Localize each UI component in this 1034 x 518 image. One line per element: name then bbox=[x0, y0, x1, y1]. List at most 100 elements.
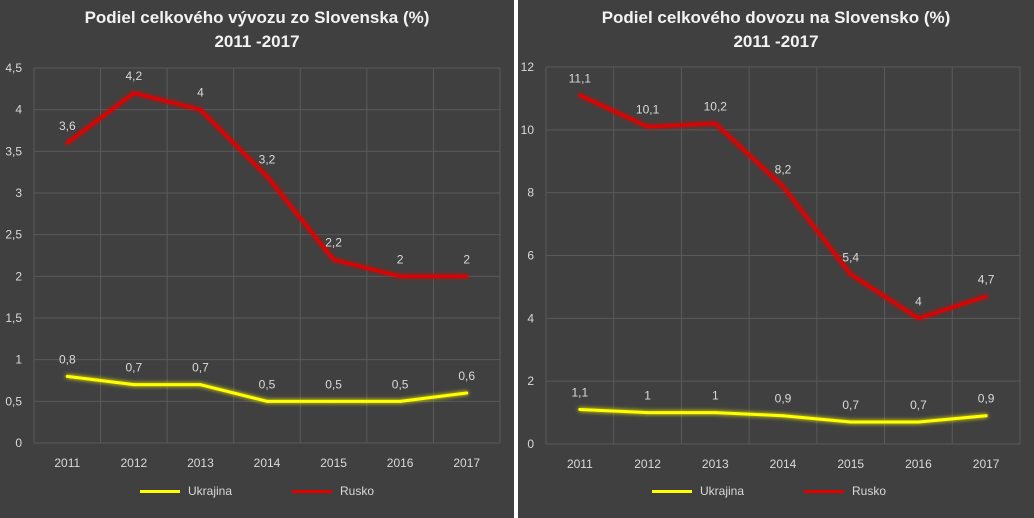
y-tick-label: 0 bbox=[527, 437, 534, 451]
import-chart-title-line: Podiel celkového dovozu na Slovensko (%) bbox=[601, 8, 951, 27]
export-chart-plot: 0 0,5 1 1,5 2 2,5 3 3,5 4 4,5 2011 2012 2013 2014 2015… bbox=[5, 61, 501, 470]
data-label-ukrajina: 1,1 bbox=[572, 385, 589, 399]
data-label-ukrajina: 0,7 bbox=[192, 361, 209, 375]
data-label-rusko: 2 bbox=[397, 252, 404, 266]
legend-item-rusko: Rusko bbox=[804, 484, 886, 498]
data-label-rusko: 8,2 bbox=[775, 162, 792, 176]
x-tick-label: 2012 bbox=[121, 456, 148, 470]
data-point-rusko bbox=[916, 316, 920, 320]
data-point-ukrajina bbox=[849, 420, 853, 424]
legend-item-ukrajina: Ukrajina bbox=[652, 484, 744, 498]
x-tick-label: 2016 bbox=[905, 457, 932, 471]
data-point-rusko bbox=[578, 93, 582, 97]
data-label-rusko: 2 bbox=[463, 252, 470, 266]
data-label-rusko: 11,1 bbox=[569, 71, 592, 85]
legend-label-ukrajina: Ukrajina bbox=[188, 484, 233, 498]
x-tick-label: 2017 bbox=[973, 457, 1000, 471]
x-tick-label: 2017 bbox=[453, 456, 480, 470]
import-chart-title: Podiel celkového dovozu na Slovensko (%)… bbox=[518, 0, 1034, 54]
y-tick-label: 6 bbox=[527, 249, 534, 263]
data-label-rusko: 10,1 bbox=[636, 103, 660, 117]
data-point-ukrajina bbox=[132, 383, 136, 387]
x-tick-label: 2013 bbox=[702, 457, 729, 471]
x-tick-label: 2014 bbox=[770, 457, 797, 471]
data-point-ukrajina bbox=[646, 411, 650, 415]
import-chart-plot: 0 2 4 6 8 10 12 2011 2012 2013 2014 2015 2016 2017 1,1… bbox=[521, 60, 1021, 471]
data-point-rusko bbox=[646, 125, 650, 129]
export-chart-title-line: Podiel celkového vývozu zo Slovenska (%) bbox=[84, 8, 430, 27]
export-chart-title: Podiel celkového vývozu zo Slovenska (%)… bbox=[0, 0, 514, 54]
data-point-ukrajina bbox=[332, 399, 336, 403]
data-label-ukrajina: 0,9 bbox=[775, 392, 792, 406]
data-point-rusko bbox=[332, 258, 336, 262]
data-label-rusko: 4 bbox=[915, 294, 922, 308]
y-tick-label: 2 bbox=[15, 269, 22, 283]
data-label-rusko: 5,4 bbox=[842, 250, 859, 264]
series-line-rusko bbox=[65, 91, 469, 278]
data-label-rusko: 3,2 bbox=[259, 152, 276, 166]
x-tick-label: 2014 bbox=[254, 456, 281, 470]
y-tick-label: 2,5 bbox=[5, 228, 22, 242]
y-tick-label: 12 bbox=[521, 60, 535, 74]
x-tick-label: 2011 bbox=[567, 457, 593, 471]
y-tick-label: 1,5 bbox=[5, 311, 22, 325]
y-tick-label: 0 bbox=[15, 436, 22, 450]
data-point-ukrajina bbox=[65, 374, 69, 378]
data-point-ukrajina bbox=[984, 414, 988, 418]
y-tick-label: 2 bbox=[527, 374, 534, 388]
y-tick-label: 0,5 bbox=[5, 394, 22, 408]
x-tick-label: 2015 bbox=[320, 456, 347, 470]
data-label-rusko: 4,2 bbox=[126, 69, 143, 83]
data-point-rusko bbox=[65, 141, 69, 145]
data-label-rusko: 3,6 bbox=[59, 119, 76, 133]
x-tick-label: 2011 bbox=[54, 456, 80, 470]
data-label-ukrajina: 0,9 bbox=[978, 392, 995, 406]
data-label-rusko: 10,2 bbox=[704, 100, 728, 114]
data-label-ukrajina: 1 bbox=[712, 389, 719, 403]
data-point-ukrajina bbox=[713, 411, 717, 415]
y-tick-label: 4,5 bbox=[5, 61, 22, 75]
x-tick-label: 2013 bbox=[187, 456, 214, 470]
data-point-rusko bbox=[132, 91, 136, 95]
data-label-ukrajina: 0,7 bbox=[910, 398, 927, 412]
data-label-ukrajina: 1 bbox=[644, 389, 651, 403]
data-point-rusko bbox=[398, 274, 402, 278]
series-line-rusko bbox=[578, 93, 988, 320]
legend-label-rusko: Rusko bbox=[340, 484, 375, 498]
legend-item-rusko: Rusko bbox=[292, 484, 374, 498]
legend-label-rusko: Rusko bbox=[852, 484, 887, 498]
data-point-ukrajina bbox=[465, 391, 469, 395]
data-label-rusko: 4,7 bbox=[978, 272, 995, 286]
data-point-rusko bbox=[781, 184, 785, 188]
data-label-rusko: 4 bbox=[197, 86, 204, 100]
data-label-rusko: 2,2 bbox=[325, 236, 342, 250]
data-label-ukrajina: 0,5 bbox=[325, 377, 342, 391]
data-label-ukrajina: 0,6 bbox=[458, 369, 475, 383]
y-tick-label: 10 bbox=[521, 123, 535, 137]
y-tick-label: 3,5 bbox=[5, 144, 22, 158]
data-point-ukrajina bbox=[265, 399, 269, 403]
data-point-ukrajina bbox=[916, 420, 920, 424]
export-chart-subtitle: 2011 -2017 bbox=[214, 32, 300, 51]
data-point-rusko bbox=[265, 174, 269, 178]
data-label-ukrajina: 0,5 bbox=[392, 377, 409, 391]
x-tick-label: 2015 bbox=[837, 457, 864, 471]
x-tick-label: 2016 bbox=[387, 456, 414, 470]
legend-swatch-ukrajina bbox=[140, 489, 180, 493]
data-point-rusko bbox=[465, 274, 469, 278]
data-label-ukrajina: 0,8 bbox=[59, 352, 76, 366]
legend-swatch-rusko bbox=[292, 489, 333, 493]
legend-label-ukrajina: Ukrajina bbox=[700, 484, 745, 498]
import-chart-panel: Podiel celkového dovozu na Slovensko (%)… bbox=[518, 0, 1034, 518]
data-label-ukrajina: 0,7 bbox=[842, 398, 859, 412]
legend-swatch-rusko bbox=[804, 489, 845, 493]
export-chart-legend: Ukrajina Rusko bbox=[140, 484, 374, 498]
data-point-rusko bbox=[713, 122, 717, 126]
data-point-rusko bbox=[849, 272, 853, 276]
import-chart-legend: Ukrajina Rusko bbox=[652, 484, 886, 498]
data-point-rusko bbox=[198, 108, 202, 112]
data-point-rusko bbox=[984, 294, 988, 298]
data-point-ukrajina bbox=[398, 399, 402, 403]
legend-swatch-ukrajina bbox=[652, 489, 692, 493]
y-tick-label: 4 bbox=[15, 103, 22, 117]
